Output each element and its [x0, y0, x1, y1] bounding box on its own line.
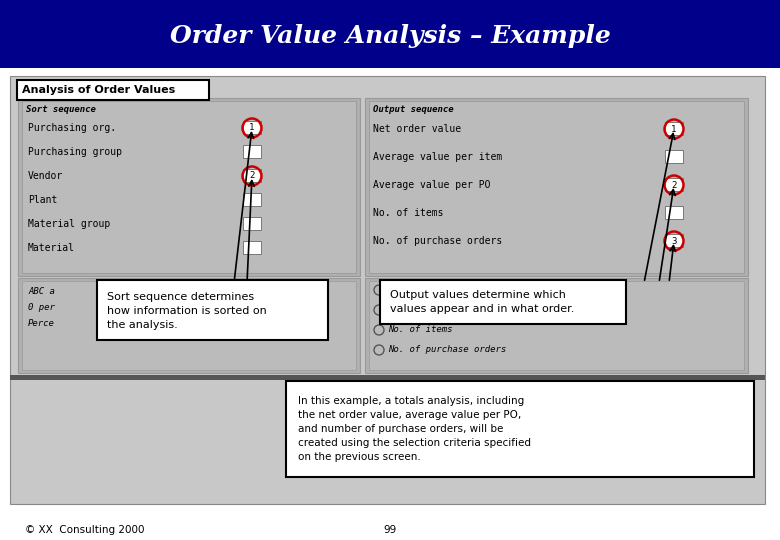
FancyBboxPatch shape: [369, 281, 744, 370]
Text: No. of items: No. of items: [388, 326, 452, 334]
Text: Average value per PO: Average value per PO: [373, 180, 491, 190]
FancyBboxPatch shape: [243, 193, 261, 206]
FancyBboxPatch shape: [665, 234, 683, 247]
Text: 3: 3: [672, 237, 677, 246]
Text: Analysis of Order Values: Analysis of Order Values: [22, 85, 176, 95]
FancyBboxPatch shape: [243, 169, 261, 182]
FancyBboxPatch shape: [243, 241, 261, 254]
Text: Average value per item: Average value per item: [373, 152, 502, 162]
FancyBboxPatch shape: [243, 145, 261, 158]
Text: Sort sequence: Sort sequence: [26, 105, 96, 113]
Text: © XX  Consulting 2000: © XX Consulting 2000: [25, 525, 144, 535]
FancyBboxPatch shape: [0, 0, 780, 68]
FancyBboxPatch shape: [665, 206, 683, 219]
FancyBboxPatch shape: [380, 280, 626, 324]
FancyBboxPatch shape: [665, 178, 683, 191]
FancyBboxPatch shape: [243, 217, 261, 230]
Text: Average value per item: Average value per item: [388, 286, 506, 294]
FancyBboxPatch shape: [18, 98, 360, 276]
Text: No. of items: No. of items: [373, 208, 444, 218]
Text: Purchasing org.: Purchasing org.: [28, 123, 116, 133]
Text: Output values determine which
values appear and in what order.: Output values determine which values app…: [390, 290, 574, 314]
FancyBboxPatch shape: [665, 122, 683, 135]
Text: Order Value Analysis – Example: Order Value Analysis – Example: [169, 24, 611, 48]
FancyBboxPatch shape: [243, 121, 261, 134]
Text: In this example, a totals analysis, including
the net order value, average value: In this example, a totals analysis, incl…: [298, 396, 531, 462]
FancyBboxPatch shape: [22, 101, 356, 273]
FancyBboxPatch shape: [97, 280, 328, 340]
Text: 2: 2: [250, 172, 255, 180]
Text: Plant: Plant: [28, 195, 58, 205]
Text: 1: 1: [250, 124, 255, 132]
FancyBboxPatch shape: [10, 76, 765, 504]
FancyBboxPatch shape: [18, 278, 360, 373]
FancyBboxPatch shape: [365, 278, 748, 373]
Text: Sort sequence determines
how information is sorted on
the analysis.: Sort sequence determines how information…: [107, 292, 267, 330]
FancyBboxPatch shape: [22, 281, 356, 370]
Text: No. of purchase orders: No. of purchase orders: [373, 236, 502, 246]
Text: 1: 1: [672, 125, 677, 133]
FancyBboxPatch shape: [286, 381, 754, 477]
Text: 0 per: 0 per: [28, 303, 55, 313]
Text: Average value per PU: Average value per PU: [388, 306, 495, 314]
Text: Output sequence: Output sequence: [373, 105, 454, 113]
Text: Material: Material: [28, 243, 75, 253]
Text: Material group: Material group: [28, 219, 110, 229]
Text: Vendor: Vendor: [28, 171, 63, 181]
Text: Net order value: Net order value: [373, 124, 461, 134]
Text: No. of purchase orders: No. of purchase orders: [388, 346, 506, 354]
FancyBboxPatch shape: [665, 150, 683, 163]
FancyBboxPatch shape: [10, 375, 765, 380]
Text: Perce: Perce: [28, 320, 55, 328]
Text: 99: 99: [384, 525, 396, 535]
FancyBboxPatch shape: [365, 98, 748, 276]
FancyBboxPatch shape: [17, 80, 209, 100]
Text: ABC a: ABC a: [28, 287, 55, 296]
Text: Purchasing group: Purchasing group: [28, 147, 122, 157]
FancyBboxPatch shape: [369, 101, 744, 273]
Text: 2: 2: [672, 180, 677, 190]
